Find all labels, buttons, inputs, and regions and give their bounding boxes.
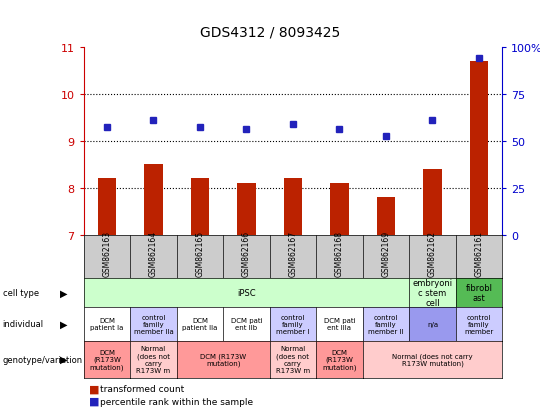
Text: DCM (R173W
mutation): DCM (R173W mutation) — [200, 352, 246, 366]
Text: GSM862164: GSM862164 — [149, 230, 158, 277]
Text: ▶: ▶ — [60, 288, 68, 298]
Text: genotype/variation: genotype/variation — [3, 355, 83, 364]
Bar — [98, 179, 116, 235]
Text: fibrobl
ast: fibrobl ast — [465, 283, 492, 302]
Text: individual: individual — [3, 319, 44, 328]
Text: control
family
member: control family member — [464, 314, 494, 334]
Text: iPSC: iPSC — [237, 288, 256, 297]
Text: GSM862167: GSM862167 — [288, 230, 298, 277]
Text: GSM862163: GSM862163 — [103, 230, 111, 277]
Text: cell type: cell type — [3, 288, 39, 297]
Text: embryoni
c stem
cell: embryoni c stem cell — [413, 278, 453, 308]
Text: GSM862168: GSM862168 — [335, 231, 344, 277]
Bar — [330, 184, 349, 235]
Text: Normal (does not carry
R173W mutation): Normal (does not carry R173W mutation) — [392, 352, 472, 366]
Text: n/a: n/a — [427, 321, 438, 327]
Bar — [237, 184, 256, 235]
Bar — [423, 170, 442, 235]
Text: ▶: ▶ — [60, 319, 68, 329]
Text: Normal
(does not
carry
R173W m: Normal (does not carry R173W m — [137, 346, 171, 373]
Text: DCM
(R173W
mutation): DCM (R173W mutation) — [322, 349, 357, 370]
Text: ■: ■ — [89, 384, 99, 394]
Bar — [191, 179, 210, 235]
Text: DCM pati
ent IIIa: DCM pati ent IIIa — [323, 317, 355, 330]
Text: GSM862169: GSM862169 — [381, 230, 390, 277]
Bar — [144, 165, 163, 235]
Text: GSM862161: GSM862161 — [475, 231, 483, 277]
Text: GSM862165: GSM862165 — [195, 230, 205, 277]
Text: ▶: ▶ — [60, 354, 68, 364]
Bar — [470, 62, 488, 235]
Text: GDS4312 / 8093425: GDS4312 / 8093425 — [200, 25, 340, 39]
Bar — [284, 179, 302, 235]
Bar — [377, 198, 395, 235]
Text: DCM pati
ent IIb: DCM pati ent IIb — [231, 317, 262, 330]
Text: ■: ■ — [89, 396, 99, 406]
Text: control
family
member II: control family member II — [368, 314, 404, 334]
Text: transformed count: transformed count — [100, 384, 184, 393]
Text: Normal
(does not
carry
R173W m: Normal (does not carry R173W m — [276, 346, 310, 373]
Text: control
family
member IIa: control family member IIa — [133, 314, 173, 334]
Text: control
family
member I: control family member I — [276, 314, 310, 334]
Text: DCM
(R173W
mutation): DCM (R173W mutation) — [90, 349, 124, 370]
Text: GSM862162: GSM862162 — [428, 231, 437, 277]
Text: GSM862166: GSM862166 — [242, 230, 251, 277]
Text: percentile rank within the sample: percentile rank within the sample — [100, 396, 253, 406]
Text: DCM
patient Ia: DCM patient Ia — [90, 317, 124, 330]
Text: DCM
patient IIa: DCM patient IIa — [183, 317, 218, 330]
